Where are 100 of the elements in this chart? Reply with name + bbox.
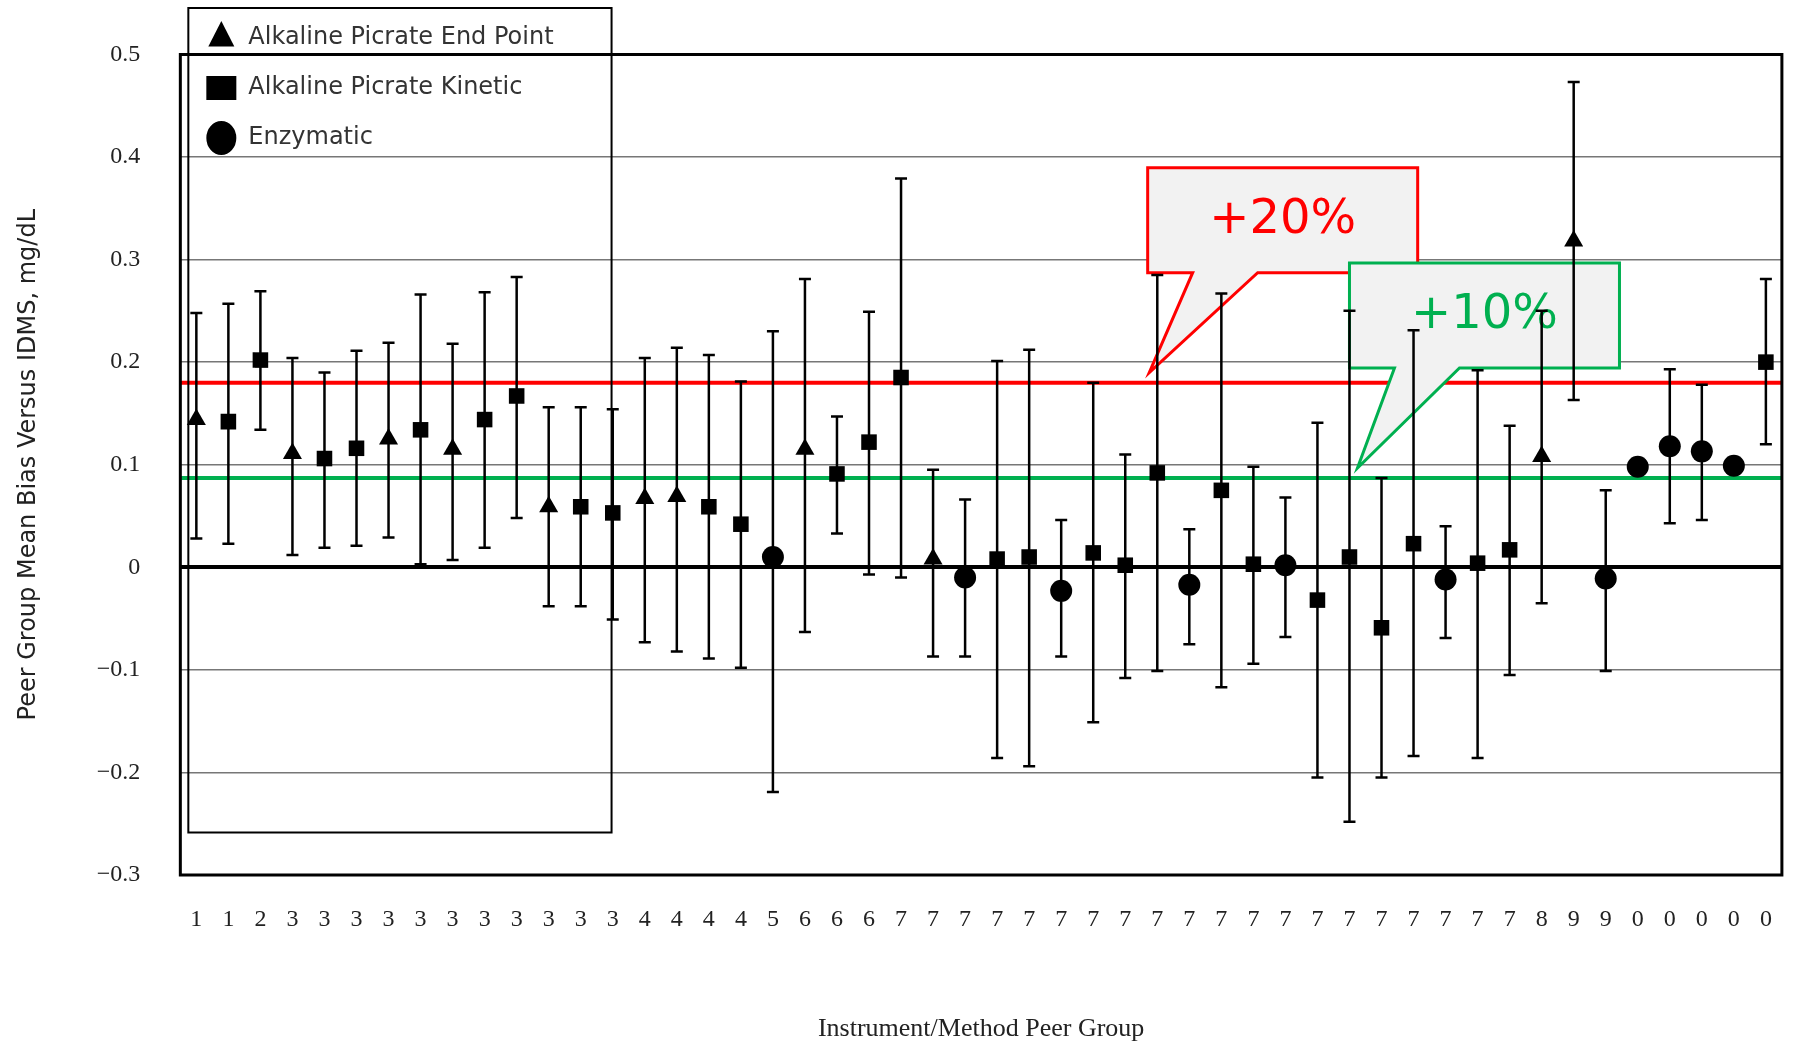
x-tick-label: 6 (830, 904, 843, 931)
point (1178, 573, 1201, 596)
y-tick-label: 0.4 (110, 142, 141, 169)
x-tick-label: 7 (1343, 904, 1356, 931)
x-tick-label: 3 (286, 904, 299, 931)
y-tick-label: 0.3 (110, 244, 141, 271)
point (989, 551, 1005, 567)
annotation: +10% (1411, 283, 1558, 339)
point (1405, 535, 1422, 552)
x-tick-label: 3 (414, 904, 427, 931)
point (1722, 454, 1745, 477)
point (1117, 557, 1134, 573)
x-tick-label: 7 (1183, 904, 1196, 931)
y-tick-label: 0.2 (110, 347, 141, 374)
point (1594, 567, 1617, 590)
x-tick-label: 7 (1215, 904, 1228, 931)
x-tick-label: 3 (606, 904, 619, 931)
point (1149, 465, 1166, 481)
y-tick-label: −0.2 (96, 757, 141, 784)
y-tick-label: 0.5 (110, 39, 141, 66)
x-tick-label: 0 (1663, 904, 1676, 931)
point (1309, 592, 1326, 608)
point (1274, 554, 1297, 577)
x-tick-label: 1 (190, 904, 203, 931)
x-tick-label: 7 (991, 904, 1004, 931)
point (829, 466, 845, 482)
y-tick-label: 0 (128, 552, 141, 579)
x-tick-label: 3 (510, 904, 523, 931)
x-tick-label: 5 (766, 904, 779, 931)
y-axis-title: Peer Group Mean Bias Versus IDMS, mg/dL (12, 208, 41, 721)
x-tick-label: 7 (1087, 904, 1100, 931)
x-tick-label: 7 (1055, 904, 1068, 931)
x-tick-label: 0 (1695, 904, 1708, 931)
point (1213, 482, 1230, 499)
annotation: +20% (1209, 187, 1357, 244)
x-tick-label: 0 (1759, 904, 1772, 931)
point (1050, 579, 1073, 602)
y-tick-label: −0.1 (96, 655, 141, 682)
point (1690, 440, 1713, 463)
x-tick-label: 2 (254, 904, 267, 931)
x-tick-label: 6 (798, 904, 811, 931)
x-tick-label: 4 (734, 904, 747, 931)
x-tick-label: 7 (1023, 904, 1036, 931)
point (893, 369, 909, 386)
x-tick-label: 1 (222, 904, 235, 931)
x-axis-title: Instrument/Method Peer Group (817, 1013, 1145, 1043)
legend-label: Alkaline Picrate End Point (248, 22, 554, 51)
point (508, 388, 525, 404)
point (954, 566, 977, 589)
x-tick-label: 4 (638, 904, 651, 931)
point (1341, 549, 1358, 565)
point (1626, 455, 1649, 478)
point (733, 516, 749, 532)
x-tick-label: 3 (350, 904, 363, 931)
x-tick-label: 7 (1247, 904, 1260, 931)
x-tick-label: 3 (542, 904, 555, 931)
point (604, 505, 621, 521)
x-tick-label: 9 (1567, 904, 1580, 931)
x-tick-label: 3 (446, 904, 459, 931)
x-tick-label: 3 (382, 904, 395, 931)
x-tick-label: 7 (895, 904, 908, 931)
x-tick-label: 7 (1279, 904, 1292, 931)
x-tick-label: 3 (318, 904, 331, 931)
x-tick-label: 0 (1727, 904, 1740, 931)
x-tick-label: 7 (1119, 904, 1132, 931)
point (1758, 354, 1774, 370)
x-tick-label: 7 (1503, 904, 1516, 931)
point (861, 434, 877, 450)
x-tick-label: 7 (1407, 904, 1420, 931)
point (1501, 542, 1518, 558)
x-tick-label: 7 (1471, 904, 1484, 931)
x-tick-label: 8 (1535, 904, 1548, 931)
point (701, 498, 717, 515)
x-tick-label: 7 (927, 904, 940, 931)
x-tick-label: 9 (1599, 904, 1612, 931)
x-tick-label: 3 (574, 904, 587, 931)
point (1434, 568, 1457, 591)
x-tick-label: 7 (1151, 904, 1164, 931)
point (1245, 556, 1262, 572)
legend-label: Alkaline Picrate Kinetic (248, 72, 523, 101)
x-tick-label: 4 (670, 904, 683, 931)
x-tick-label: 0 (1631, 904, 1644, 931)
x-tick-label: 6 (863, 904, 876, 931)
point (572, 498, 589, 515)
point (252, 352, 269, 368)
x-tick-label: 7 (1311, 904, 1324, 931)
point (1469, 555, 1486, 571)
point (1021, 549, 1037, 565)
point (1085, 545, 1101, 561)
x-tick-label: 7 (1375, 904, 1388, 931)
point (476, 411, 493, 428)
x-tick-label: 7 (1439, 904, 1452, 931)
x-tick-label: 3 (478, 904, 491, 931)
legend-label: Enzymatic (248, 122, 373, 151)
point (316, 450, 333, 467)
x-tick-label: 7 (959, 904, 972, 931)
point (1658, 435, 1681, 458)
x-tick-label: 4 (702, 904, 715, 931)
y-tick-label: 0.1 (110, 450, 141, 476)
point (1373, 620, 1390, 636)
